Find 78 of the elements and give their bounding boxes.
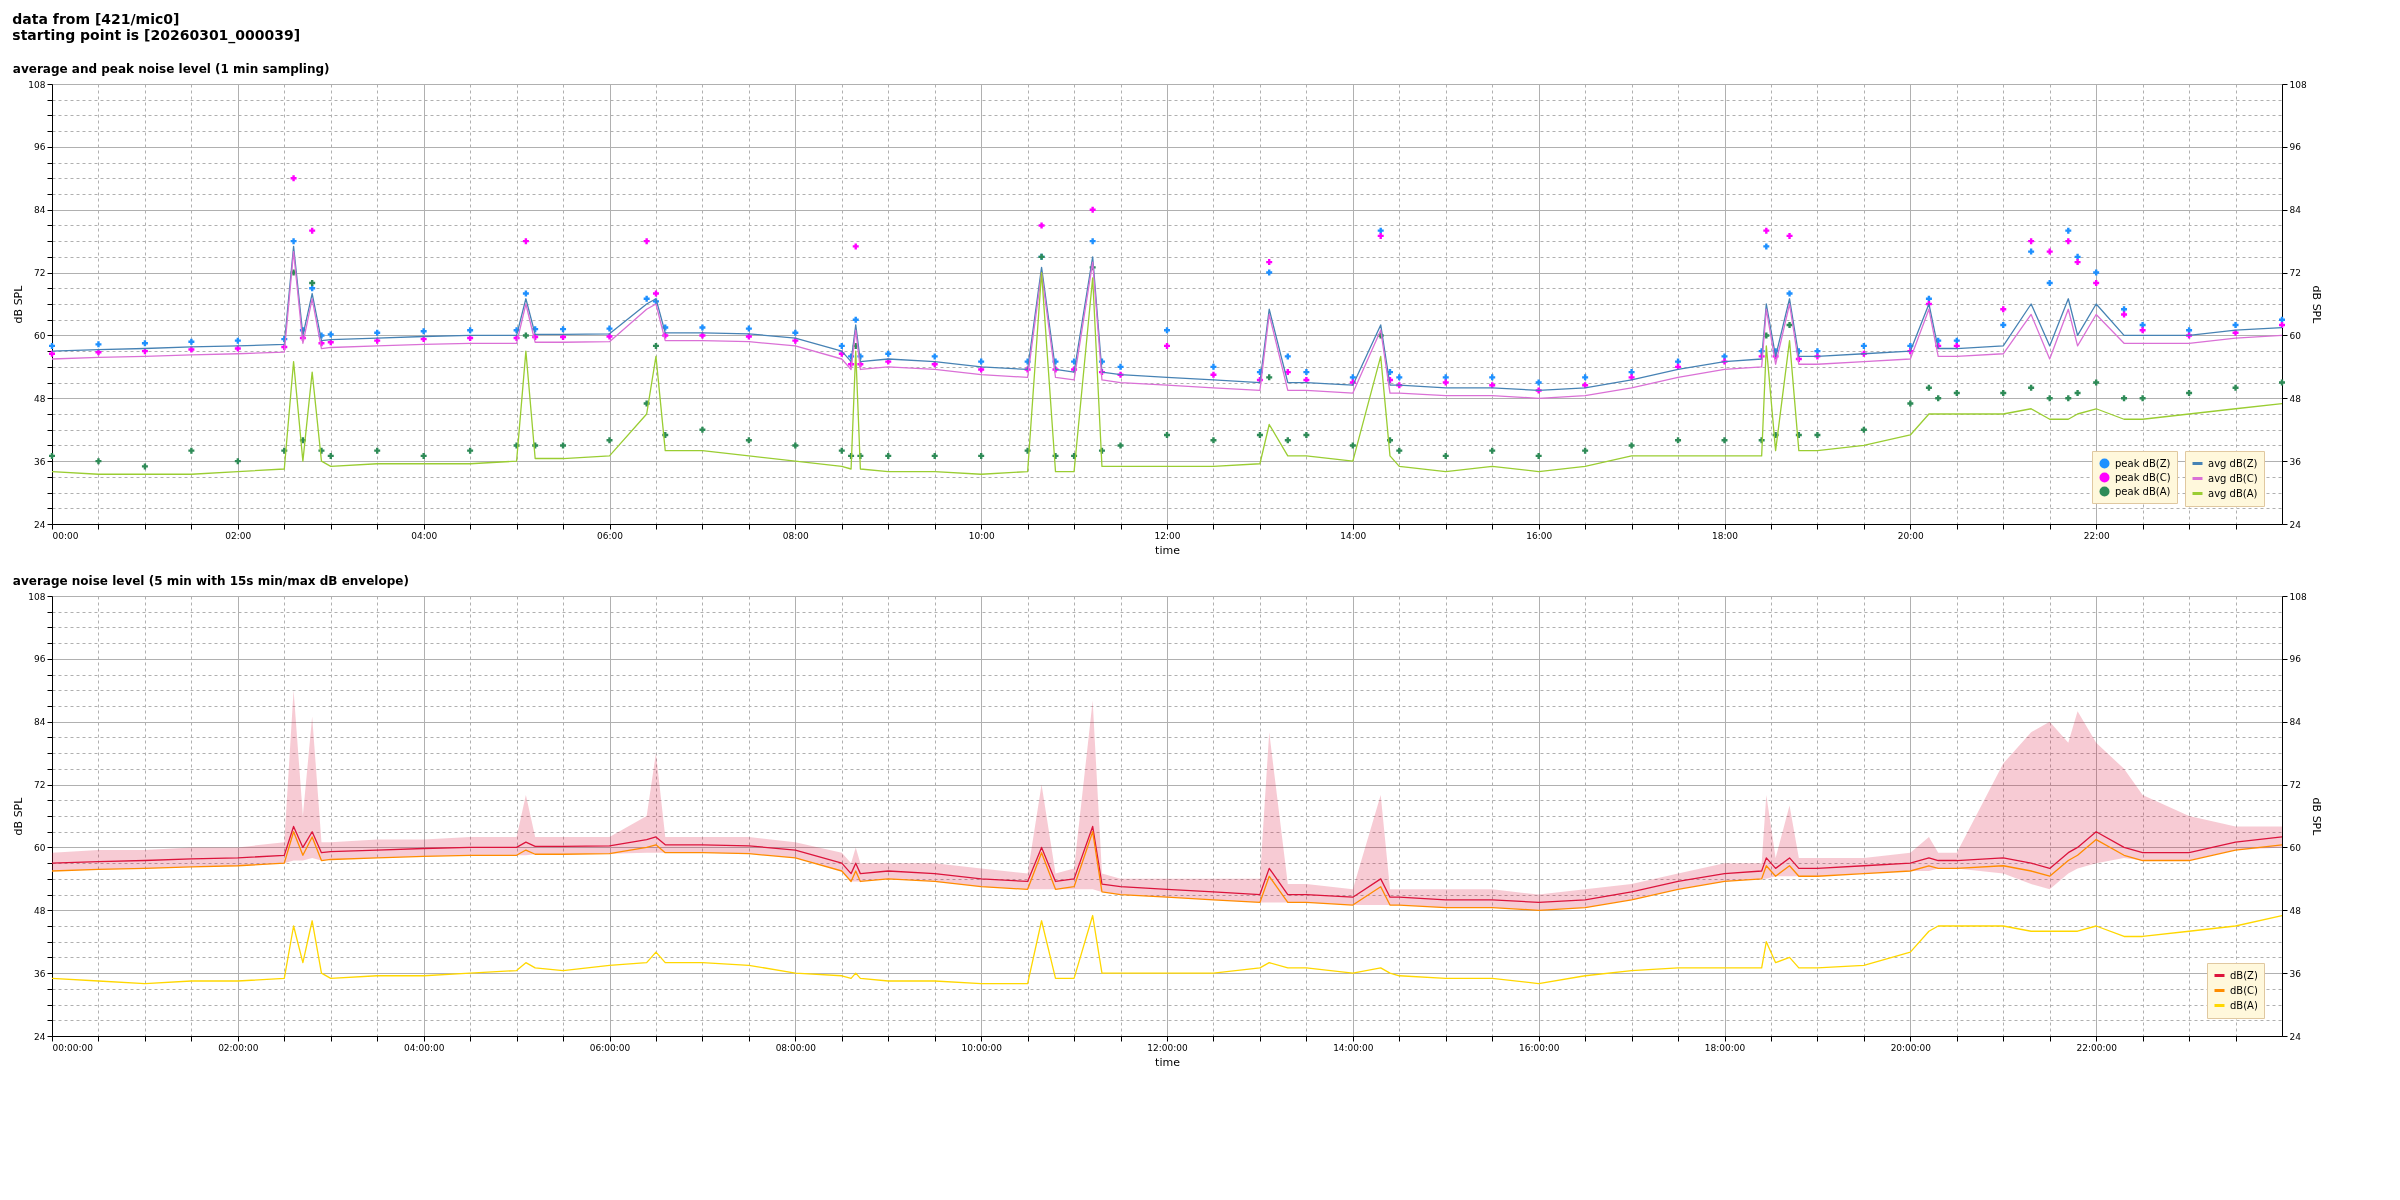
y-tick-label: 96 xyxy=(34,654,46,665)
x-tick-label: 02:00:00 xyxy=(218,1042,259,1053)
x-tick-label: 10:00:00 xyxy=(961,1042,1003,1053)
y2-tick-label: 72 xyxy=(2289,780,2301,791)
y-axis-title: dB SPL xyxy=(12,284,26,324)
line-series xyxy=(51,831,2283,911)
legend-label: dB(C) xyxy=(2230,984,2259,996)
y-tick-label: 84 xyxy=(34,717,46,728)
x-tick-label: 00:00 xyxy=(52,530,79,541)
line-series xyxy=(51,825,2283,904)
x-tick-label: 18:00 xyxy=(1712,530,1739,541)
y2-tick-label: 84 xyxy=(2289,205,2302,216)
y2-tick-label: 24 xyxy=(2289,1031,2302,1042)
y-tick-label: 60 xyxy=(34,842,46,853)
x-tick-label: 04:00 xyxy=(411,530,438,541)
chart-title: average noise level (5 min with 15s min/max dB envelope) xyxy=(12,574,409,588)
x-tick-label: 12:00:00 xyxy=(1147,1042,1188,1053)
x-tick-label: 12:00 xyxy=(1154,530,1181,541)
y-tick-label: 60 xyxy=(34,330,46,341)
x-tick-label: 22:00 xyxy=(2083,530,2110,541)
x-tick-label: 00:00:00 xyxy=(52,1042,94,1053)
y2-tick-label: 60 xyxy=(2289,330,2302,341)
x-tick-label: 02:00 xyxy=(225,530,252,541)
x-tick-label: 08:00:00 xyxy=(775,1042,817,1053)
y2-tick-label: 60 xyxy=(2289,842,2302,853)
x-tick-label: 04:00:00 xyxy=(403,1042,445,1053)
legend-label: dB(Z) xyxy=(2230,969,2258,981)
x-tick-label: 20:00:00 xyxy=(1890,1042,1932,1053)
x-tick-label: 14:00 xyxy=(1340,530,1367,541)
y2-axis-title: dB SPL xyxy=(2309,285,2323,325)
y2-axis-title: dB SPL xyxy=(2309,797,2323,837)
x-tick-label: 10:00 xyxy=(968,530,995,541)
x-tick-label: 18:00:00 xyxy=(1704,1042,1746,1053)
chart-title: average and peak noise level (1 min sampling) xyxy=(12,62,330,76)
y2-tick-label: 48 xyxy=(2289,905,2302,916)
x-tick-label: 20:00 xyxy=(1897,530,1925,541)
legend-label: peak dB(Z) xyxy=(2115,457,2171,469)
y2-tick-label: 24 xyxy=(2289,519,2302,530)
x-tick-label: 06:00:00 xyxy=(589,1042,631,1053)
y-tick-label: 72 xyxy=(34,780,46,791)
x-tick-label: 06:00 xyxy=(597,530,624,541)
legend-label: avg dB(Z) xyxy=(2208,457,2258,469)
y2-tick-label: 96 xyxy=(2289,142,2302,153)
legend-label: avg dB(C) xyxy=(2208,472,2258,484)
legend-label: peak dB(A) xyxy=(2115,485,2171,497)
y2-tick-label: 108 xyxy=(2289,79,2307,90)
y-tick-label: 84 xyxy=(34,205,46,216)
y-tick-label: 24 xyxy=(34,519,46,530)
y2-tick-label: 36 xyxy=(2289,968,2302,979)
x-axis-title: time xyxy=(1155,543,1181,557)
legend-label: peak dB(C) xyxy=(2115,471,2171,483)
y2-tick-label: 72 xyxy=(2289,268,2301,279)
line-series xyxy=(51,914,2283,985)
y-tick-label: 24 xyxy=(34,1031,46,1042)
x-tick-label: 16:00 xyxy=(1526,530,1553,541)
y2-tick-label: 48 xyxy=(2289,393,2302,404)
legend-label: avg dB(A) xyxy=(2208,487,2258,499)
y-tick-label: 36 xyxy=(34,456,46,467)
y2-tick-label: 84 xyxy=(2289,717,2302,728)
y-tick-label: 96 xyxy=(34,142,46,153)
text: data from [421/mic0] xyxy=(12,10,180,27)
text: starting point is [20260301_000039] xyxy=(12,26,301,44)
x-axis-title: time xyxy=(1155,1055,1181,1069)
y-tick-label: 48 xyxy=(34,905,46,916)
x-tick-label: 14:00:00 xyxy=(1333,1042,1374,1053)
y-tick-label: 108 xyxy=(28,591,46,602)
x-tick-label: 08:00 xyxy=(782,530,810,541)
legend-label: dB(A) xyxy=(2230,999,2258,1011)
y2-tick-label: 108 xyxy=(2289,591,2307,602)
x-tick-label: 22:00:00 xyxy=(2076,1042,2118,1053)
y-axis-title: dB SPL xyxy=(12,796,26,836)
y2-tick-label: 36 xyxy=(2289,456,2302,467)
x-tick-label: 16:00:00 xyxy=(1518,1042,1560,1053)
y-tick-label: 36 xyxy=(34,968,46,979)
y2-tick-label: 96 xyxy=(2289,654,2302,665)
y-tick-label: 48 xyxy=(34,393,46,404)
y-tick-label: 72 xyxy=(34,268,46,279)
y-tick-label: 108 xyxy=(28,79,46,90)
